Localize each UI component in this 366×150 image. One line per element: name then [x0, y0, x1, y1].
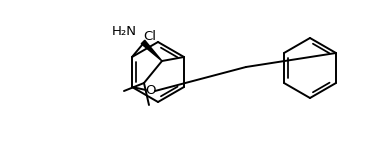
Text: O: O [145, 84, 155, 98]
Text: H₂N: H₂N [112, 25, 137, 38]
Text: Cl: Cl [143, 30, 156, 43]
Polygon shape [141, 40, 162, 61]
